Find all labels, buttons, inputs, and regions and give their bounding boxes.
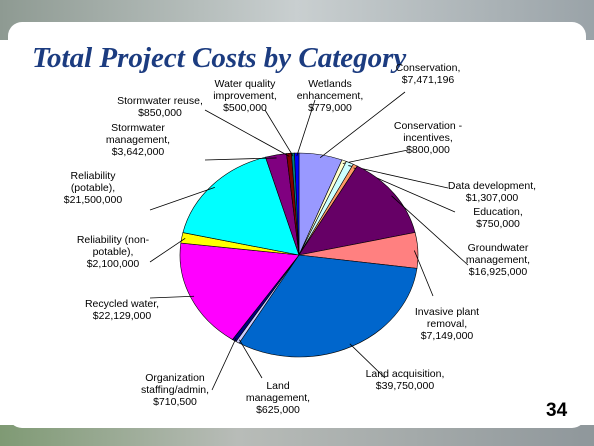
slice-label: Land acquisition, $39,750,000	[360, 368, 450, 392]
value-label: $22,129,000	[92, 310, 152, 322]
value-label: $800,000	[406, 144, 450, 156]
value-label: $500,000	[223, 102, 267, 114]
category-name: Invasive plant removal,	[414, 306, 480, 330]
slice-label: Recycled water, $22,129,000	[75, 298, 170, 322]
leader-line	[149, 295, 195, 299]
pie-slice	[179, 242, 300, 340]
pie	[149, 91, 469, 391]
value-label: $7,471,196	[401, 74, 455, 86]
category-name: Water quality improvement,	[213, 78, 277, 102]
category-name: Land acquisition,	[365, 368, 445, 380]
slice-label: Invasive plant removal, $7,149,000	[412, 306, 482, 342]
slice-label: Stormwater management, $3,642,000	[98, 122, 178, 158]
slice-label: Conservation, $7,471,196	[378, 62, 478, 86]
category-name: Groundwater management,	[465, 242, 531, 266]
leader-line	[413, 250, 434, 297]
category-name: Data development,	[447, 180, 537, 192]
leader-line	[204, 157, 277, 161]
value-label: $21,500,000	[63, 194, 123, 206]
slice-label: Stormwater reuse, $850,000	[110, 95, 210, 119]
slide-number: 34	[546, 400, 568, 421]
slice-label: Data development, $1,307,000	[437, 180, 547, 204]
leader-line	[296, 99, 316, 157]
value-label: $7,149,000	[420, 330, 474, 342]
category-name: Land management,	[245, 380, 311, 404]
value-label: $16,925,000	[468, 266, 528, 278]
value-label: $1,307,000	[465, 192, 519, 204]
slice-label: Education, $750,000	[458, 206, 538, 230]
leader-line	[149, 237, 186, 263]
pie-slice	[294, 152, 300, 256]
leader-line	[319, 91, 406, 159]
bottom-banner	[0, 425, 594, 446]
leader-line	[149, 186, 215, 211]
leader-line	[239, 339, 263, 379]
category-name: Education,	[473, 206, 523, 218]
slice-label: Water quality improvement, $500,000	[208, 78, 283, 114]
value-label: $779,000	[308, 102, 352, 114]
category-name: Stormwater reuse,	[117, 95, 203, 107]
value-label: $850,000	[138, 107, 182, 119]
category-name: Reliability (potable),	[70, 170, 116, 194]
value-label: $2,100,000	[86, 258, 140, 270]
category-name: Reliability (non-potable),	[76, 234, 150, 258]
value-label: $750,000	[476, 218, 520, 230]
slice-label: Organization staffing/admin, $710,500	[135, 372, 215, 408]
value-label: $625,000	[256, 404, 300, 416]
leader-line	[264, 109, 294, 157]
category-name: Conservation,	[395, 62, 461, 74]
leader-line	[349, 343, 386, 379]
category-name: Wetlands enhancement,	[296, 78, 364, 102]
slice-label: Land management, $625,000	[238, 380, 318, 416]
slice-label: Wetlands enhancement, $779,000	[293, 78, 368, 114]
slice-label: Reliability (potable), $21,500,000	[53, 170, 133, 206]
leader-line	[348, 165, 449, 189]
chart-title: Total Project Costs by Category	[32, 42, 407, 74]
pie-slice	[298, 165, 416, 256]
slice-label: Conservation - incentives, $800,000	[378, 120, 478, 156]
slice-label: Groundwater management, $16,925,000	[458, 242, 538, 278]
category-name: Stormwater management,	[105, 122, 171, 146]
slice-label: Reliability (non-potable), $2,100,000	[68, 234, 158, 270]
pie-slice	[182, 156, 300, 256]
value-label: $710,500	[153, 396, 197, 408]
leader-line	[204, 109, 290, 157]
leader-line	[211, 337, 237, 391]
category-name: Conservation - incentives,	[393, 120, 463, 144]
leader-line	[391, 195, 469, 266]
leader-line	[342, 149, 409, 164]
category-name: Organization staffing/admin,	[140, 372, 210, 396]
value-label: $39,750,000	[375, 380, 435, 392]
category-name: Recycled water,	[84, 298, 160, 310]
value-label: $3,642,000	[111, 146, 165, 158]
pie-slice	[238, 254, 418, 358]
